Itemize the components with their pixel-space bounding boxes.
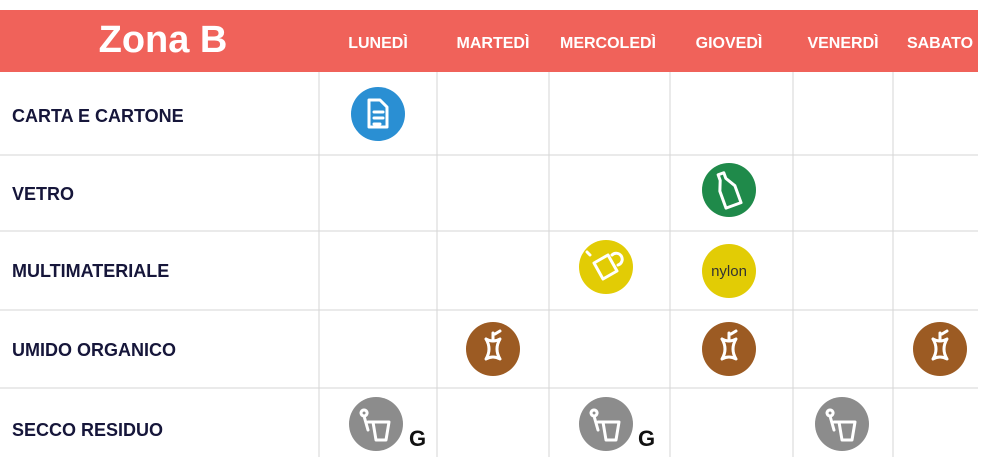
row-label: UMIDO ORGANICO — [12, 340, 176, 360]
day-header: GIOVEDÌ — [696, 33, 763, 52]
residual-icon — [349, 397, 403, 451]
day-header: LUNEDÌ — [348, 33, 408, 52]
nylon-icon: nylon — [702, 244, 756, 298]
multimaterial-icon — [579, 240, 633, 294]
badge: G — [409, 426, 426, 451]
row-label: MULTIMATERIALE — [12, 261, 169, 281]
zone-title: Zona B — [99, 19, 228, 61]
residual-icon — [815, 397, 869, 451]
nylon-text: nylon — [711, 263, 747, 280]
header-bar — [0, 10, 978, 72]
day-header: SABATO — [907, 35, 973, 52]
organic-icon — [702, 322, 756, 376]
paper-icon — [351, 87, 405, 141]
badge: G — [638, 426, 655, 451]
organic-icon — [913, 322, 967, 376]
day-header: MERCOLEDÌ — [560, 33, 656, 52]
glass-icon — [702, 163, 756, 217]
day-header: MARTEDÌ — [457, 33, 530, 52]
row-label: VETRO — [12, 184, 74, 204]
row-label: CARTA E CARTONE — [12, 106, 184, 126]
organic-icon — [466, 322, 520, 376]
residual-icon — [579, 397, 633, 451]
row-label: SECCO RESIDUO — [12, 420, 163, 440]
day-header: VENERDÌ — [807, 33, 878, 52]
grid — [0, 72, 978, 457]
